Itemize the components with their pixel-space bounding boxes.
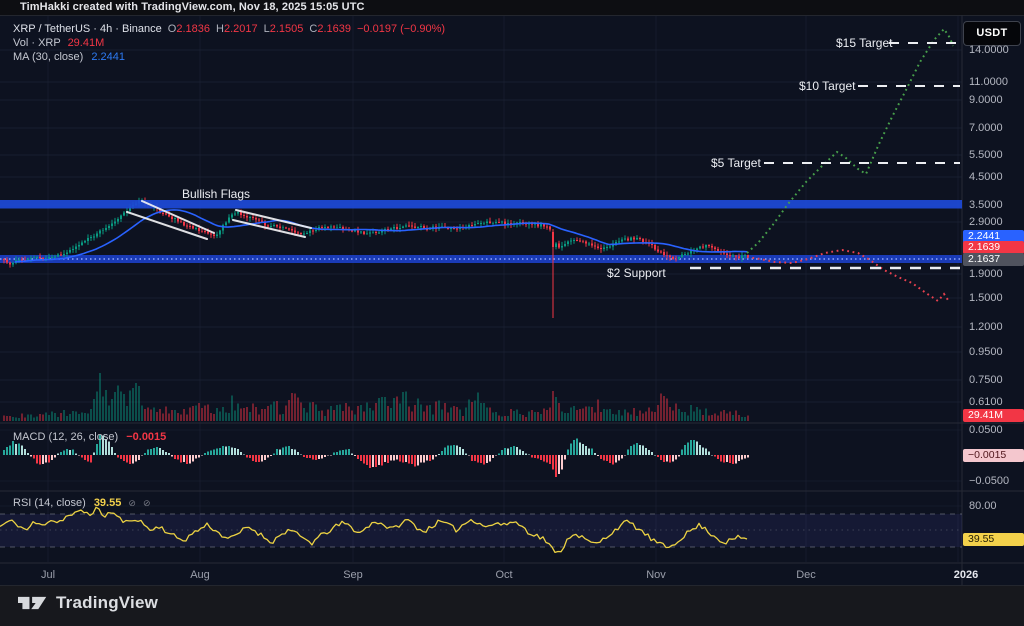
- scale-tick: 0.6100: [969, 396, 1003, 408]
- close-label: C: [309, 23, 318, 35]
- rsi-value: 39.55: [93, 497, 122, 509]
- tradingview-logo-icon: [18, 596, 47, 610]
- resistance-band: [0, 200, 962, 209]
- pane-separators: [0, 15, 1024, 585]
- month-label: Dec: [796, 569, 816, 581]
- ma-line: [14, 209, 748, 263]
- attribution-text: TimHakki created with TradingView.com, N…: [20, 1, 365, 13]
- scale-tick: 9.0000: [969, 94, 1003, 106]
- month-label: Nov: [646, 569, 666, 581]
- macd-value: −0.0015: [126, 431, 167, 443]
- price-label-chip: 2.1637: [963, 252, 1024, 266]
- symbol-legend-row-1: XRP / TetherUS · 4h · Binance O2.1836 H2.2…: [13, 22, 445, 36]
- annotation-bullish-flags: Bullish Flags: [182, 187, 251, 201]
- high-label: H: [216, 23, 224, 35]
- annotation-5-target: $5 Target: [711, 156, 761, 170]
- scale-tick: 11.0000: [969, 76, 1008, 88]
- tradingview-logo[interactable]: TradingView: [18, 592, 158, 614]
- macd-histogram: [3, 435, 749, 478]
- scale-tick: 1.2000: [969, 321, 1003, 333]
- volume-bars: [3, 372, 749, 421]
- footer-bar: [0, 585, 1024, 626]
- crossed-circle-icon[interactable]: ⊘: [143, 498, 151, 508]
- rsi-legend: RSI (14, close) 39.55 ⊘ ⊘: [13, 497, 151, 509]
- open-label: O: [167, 23, 177, 35]
- scale-tick: 5.5000: [969, 149, 1003, 161]
- month-label: Oct: [495, 569, 513, 581]
- tradingview-logo-text: TradingView: [56, 593, 159, 612]
- scale-tick: 14.0000: [969, 44, 1009, 56]
- support-band: [0, 255, 962, 263]
- scale-tick: 80.00: [969, 500, 997, 512]
- volume-legend-row: Vol · XRP 29.41M: [13, 36, 445, 50]
- macd-label: MACD (12, 26, close): [13, 431, 119, 443]
- price-label-chip: 2.1639: [963, 240, 1024, 254]
- month-label: Aug: [190, 569, 210, 581]
- scale-tick: 0.9500: [969, 346, 1003, 358]
- annotation-2-support: $2 Support: [607, 266, 666, 280]
- symbol-title: XRP / TetherUS · 4h · Binance: [13, 23, 162, 35]
- rsi-line: [0, 506, 748, 554]
- close-value: 2.1639: [317, 23, 351, 35]
- low-label: L: [263, 23, 270, 35]
- gridlines: [0, 16, 962, 562]
- scale-tick: 2.9000: [969, 216, 1003, 228]
- ma-label: MA (30, close): [13, 51, 84, 63]
- target-lines: [690, 42, 960, 270]
- rsi-label: RSI (14, close): [13, 497, 86, 509]
- change-value: −0.0197 (−0.90%): [357, 23, 446, 35]
- open-value: 2.1836: [176, 23, 210, 35]
- low-value: 2.1505: [269, 23, 304, 35]
- scale-tick: 0.0500: [969, 424, 1003, 436]
- scale-tick: 7.0000: [969, 122, 1003, 134]
- month-label: Sep: [343, 569, 363, 581]
- scale-tick: 4.5000: [969, 171, 1003, 183]
- price-label-chip: 2.2441: [963, 229, 1024, 243]
- ma-value: 2.2441: [91, 51, 126, 63]
- volume-value: 29.41M: [67, 37, 105, 49]
- flag-lines: [126, 200, 312, 240]
- rsi-levels: [0, 513, 962, 548]
- high-value: 2.2017: [223, 23, 258, 35]
- price-label-chip: 29.41M: [963, 408, 1024, 422]
- annotation-15-target: $15 Target: [836, 36, 893, 50]
- projection-down-path: [746, 248, 949, 303]
- year-label: 2026: [953, 569, 979, 581]
- crossed-circle-icon[interactable]: ⊘: [128, 498, 136, 508]
- projection-up-path: [746, 27, 954, 254]
- annotation-10-target: $10 Target: [799, 79, 856, 93]
- scale-tick: 0.7500: [969, 374, 1003, 386]
- scale-tick: −0.0500: [969, 475, 1010, 487]
- scale-tick: 3.5000: [969, 199, 1003, 211]
- scale-tick: 1.5000: [969, 292, 1003, 304]
- chart-background: [0, 15, 1024, 585]
- currency-toggle-button[interactable]: USDT: [963, 21, 1021, 46]
- scale-tick: 1.9000: [969, 268, 1003, 280]
- volume-label: Vol · XRP: [13, 37, 61, 49]
- symbol-legend: XRP / TetherUS · 4h · Binance O2.1836 H2.2…: [13, 22, 445, 64]
- month-label: Jul: [40, 569, 56, 581]
- price-label-chip: 39.55: [963, 532, 1024, 546]
- attribution-bar: TimHakki created with TradingView.com, N…: [0, 0, 1024, 16]
- macd-legend: MACD (12, 26, close) −0.0015: [13, 431, 166, 443]
- ma-legend-row: MA (30, close) 2.2441: [13, 50, 445, 64]
- price-label-chip: −0.0015: [963, 448, 1024, 462]
